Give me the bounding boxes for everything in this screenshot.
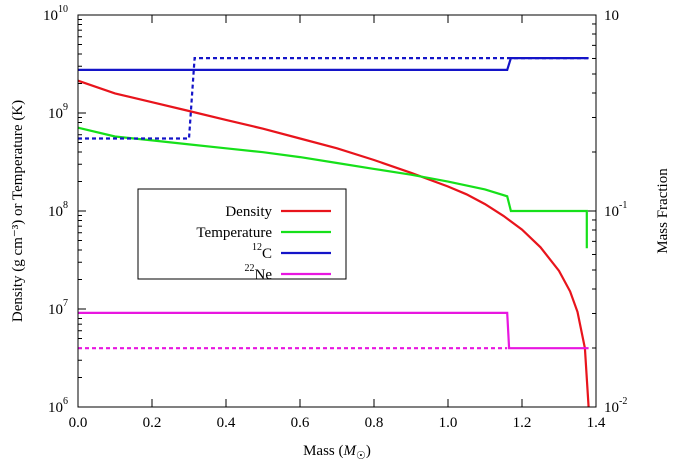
series-line-12c [78,56,589,72]
plot-frame [77,14,597,408]
series-layer [77,56,590,408]
legend-label-12c: 12C [252,242,272,262]
x-tick-label: 0.0 [69,415,88,431]
x-tick-label: 1.2 [513,415,532,431]
legend-label-temperature: Temperature [196,225,272,241]
sun-symbol-icon: ☉ [356,450,366,462]
series-line-temperature [77,126,588,249]
x-tick-label: 1.4 [587,415,606,431]
y-right-tick-label: 10-1 [604,200,627,220]
series-line-22ne [78,311,589,350]
legend-label-22ne: 22Ne [245,263,273,283]
y-axis-title-left: Density (g cm⁻³) or Temperature (K) [10,100,26,322]
x-tick-label: 0.8 [365,415,384,431]
y-left-tick-label: 107 [48,298,68,318]
tick-label-layer: 0.0 0.2 0.4 0.6 0.8 1.0 1.2 1.41061071081091010… [43,4,627,431]
x-tick-label: 0.6 [291,415,310,431]
x-tick-label: 0.2 [143,415,162,431]
legend-box [137,188,347,280]
series-line-12c-initial [78,56,589,140]
series-line-density [77,79,590,408]
y-left-tick-label: 109 [48,102,68,122]
y-right-tick-label: 10 [604,8,619,24]
x-tick-label: 0.4 [217,415,236,431]
y-right-tick-label: 10-2 [604,396,627,416]
y-left-tick-label: 1010 [43,4,68,24]
x-axis-title: Mass (M☉) [303,443,371,462]
y-left-tick-label: 106 [48,396,68,416]
y-axis-title-right: Mass Fraction [655,168,671,254]
legend-label-density: Density [225,204,272,220]
y-left-tick-label: 108 [48,200,68,220]
x-tick-label: 1.0 [439,415,458,431]
tick-layer [77,14,597,408]
